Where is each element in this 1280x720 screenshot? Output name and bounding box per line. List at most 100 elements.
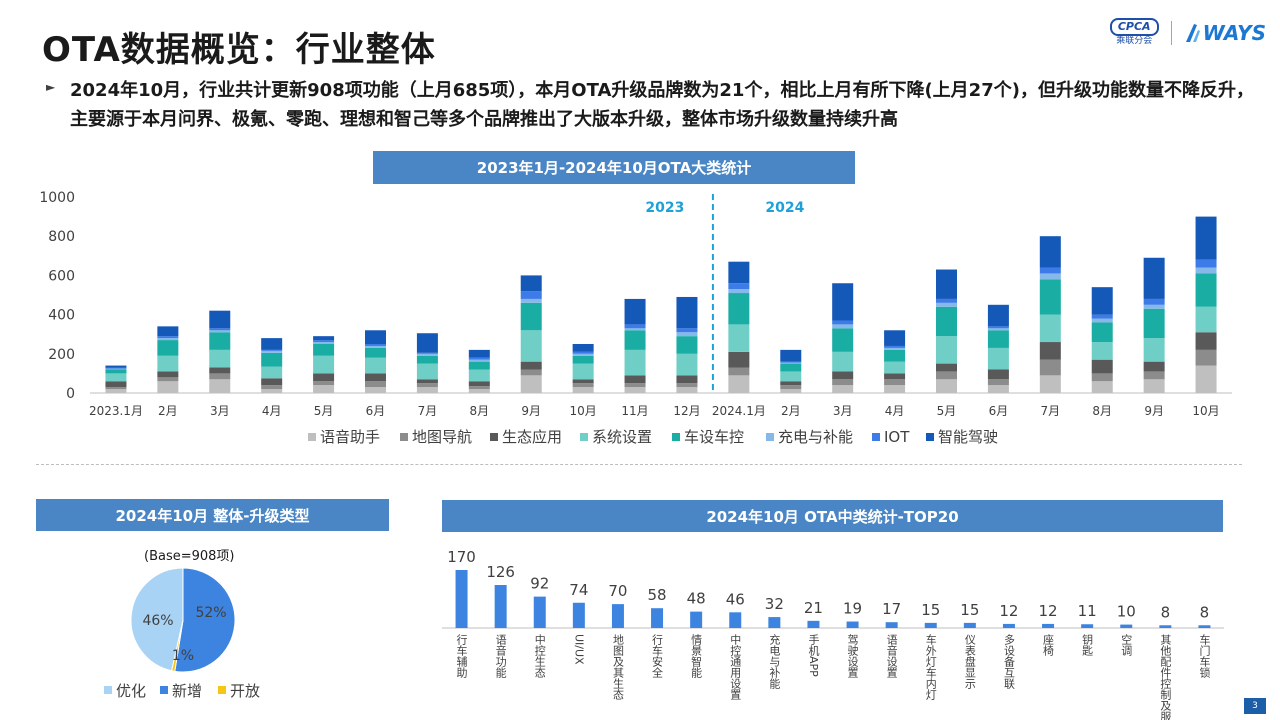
legend-swatch [160,686,168,694]
top20-category-label: 语音设置 [885,634,898,678]
bar-segment [1143,257,1165,299]
bar-segment [987,369,1009,380]
bar-segment [468,349,490,358]
bar-segment [832,328,854,352]
top20-value-label: 21 [804,599,823,617]
legend-label: 开放 [230,682,260,700]
bar-segment [987,304,1009,327]
top20-category-label: 车外灯车内灯 [924,633,937,700]
x-tick-label: 2024.1月 [712,404,766,418]
pie-slice-label: 52% [195,605,226,621]
legend-swatch [400,433,408,441]
top20-value-label: 92 [530,575,549,593]
x-tick-label: 4月 [885,404,905,418]
bar-segment [520,375,542,393]
legend-label: 车设车控 [684,428,744,446]
bar-segment [987,379,1009,386]
bar-segment [313,344,335,356]
legend-label: 智能驾驶 [938,428,998,446]
bar-segment [780,371,802,382]
year-label-2024: 2024 [765,200,804,216]
bar-segment [1039,342,1061,360]
bar-segment [261,385,283,390]
bar-segment [209,367,231,374]
bar-segment [676,296,698,329]
bar-segment [365,345,386,348]
y-tick-label: 0 [66,386,75,402]
bar-segment [936,363,957,372]
x-tick-label: 6月 [989,404,1009,418]
ways-logo: WAYS [1184,21,1266,45]
top20-category-label: 钥匙 [1081,633,1094,657]
x-tick-label: 12月 [673,404,700,418]
bar-segment [1039,236,1061,268]
y-tick-label: 600 [48,268,75,284]
x-tick-label: 9月 [521,404,541,418]
bar-segment [987,330,1009,348]
top20-category-label: 行车安全 [651,634,664,678]
top20-bar [1042,623,1055,628]
bar-segment [832,379,854,386]
legend-label: 地图导航 [412,428,472,446]
bar-segment [728,375,750,393]
x-tick-label: 9月 [1144,404,1164,418]
bar-segment [1195,267,1217,274]
bar-segment [365,357,386,374]
bar-segment [832,371,854,380]
bar-segment [468,369,490,382]
bar-segment [936,379,957,393]
top20-value-label: 58 [648,586,667,604]
x-tick-label: 8月 [469,404,489,418]
bar-segment [209,373,231,380]
top20-value-label: 8 [1200,603,1210,621]
bar-segment [676,328,698,333]
bar-segment [105,368,127,370]
bar-segment [624,383,646,388]
bar-segment [1143,379,1165,393]
y-tick-label: 400 [48,308,75,324]
bar-segment [157,340,179,356]
top20-value-label: 70 [608,582,627,600]
top20-value-label: 19 [843,600,862,618]
bar-segment [416,363,438,380]
bar-segment [157,338,179,341]
legend-label: 充电与补能 [778,428,853,446]
bar-segment [105,381,127,388]
bar-segment [832,320,854,325]
pie-chart: 46% 52% 1% 优化 新增 开放 [104,567,260,700]
top20-bar [455,570,468,628]
year-label-2023: 2023 [645,200,684,216]
bar-segment [936,302,957,307]
bar-segment [832,283,854,321]
pie-slice-label: 1% [172,648,194,664]
bar-segment [987,385,1009,393]
bar-segment [468,389,490,393]
stacked-bar-chart: 0 200 400 600 800 1000 2023.1月 2月 3月 4月 5月 6月 7月 8月 9月… [39,190,1232,446]
bar-segment [728,289,750,294]
bar-segment [832,324,854,329]
bar-segment [1091,318,1113,323]
bar-segment [157,371,179,378]
bar-segment [468,357,490,360]
bar-segment [884,330,906,346]
bar-segment [520,291,542,299]
bar-segment [572,383,594,388]
summary-text: 2024年10月，行业共计更新908项功能（上月685项），本月OTA升级品牌数… [70,80,1254,130]
bar-segment [624,324,646,329]
bar-segment [832,385,854,393]
pie-slice [130,567,184,672]
top20-bar [690,611,703,628]
bar-segment [261,366,283,379]
bar-segment [1091,359,1113,374]
x-tick-label: 7月 [418,404,438,418]
top20-bar [1198,625,1211,628]
top20-category-label: 行车辅助 [455,634,468,679]
top20-category-label: 情景智能 [690,634,703,679]
x-tick-label: 4月 [262,404,282,418]
top20-category-label: 中控生态 [533,634,546,678]
bar-segment [105,387,127,390]
bar-segment [987,326,1009,329]
bar-segment [676,387,698,393]
bar-segment [209,328,231,331]
x-tick-label: 8月 [1092,404,1112,418]
